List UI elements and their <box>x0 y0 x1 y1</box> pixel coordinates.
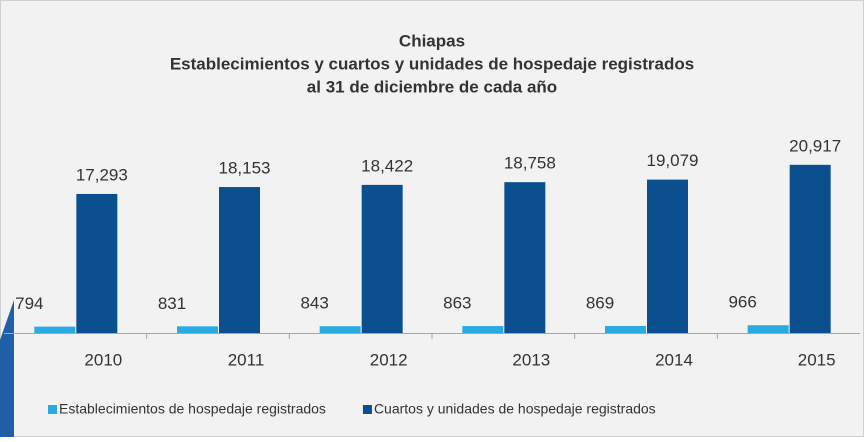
bar <box>34 326 76 333</box>
data-label: 843 <box>300 294 328 313</box>
bar <box>319 326 361 333</box>
data-label: 869 <box>586 293 614 312</box>
bar <box>605 326 646 333</box>
data-label: 794 <box>15 294 43 313</box>
chart-title: Chiapas <box>399 31 465 50</box>
legend-swatch <box>362 405 372 414</box>
legend-label: Cuartos y unidades de hospedaje registra… <box>374 401 656 417</box>
legend-label: Establecimientos de hospedaje registrado… <box>59 401 326 417</box>
bar <box>76 193 118 333</box>
chart-title: al 31 de diciembre de cada año <box>307 77 557 96</box>
bar <box>647 179 688 333</box>
bar <box>177 326 218 333</box>
data-label: 19,079 <box>647 151 699 170</box>
x-tick-label: 2010 <box>84 350 122 369</box>
bar <box>219 187 260 333</box>
x-tick-label: 2015 <box>798 350 836 369</box>
data-label: 18,422 <box>361 156 413 175</box>
x-tick-label: 2012 <box>370 350 408 369</box>
chart-title: Establecimientos y cuartos y unidades de… <box>170 54 694 73</box>
bar <box>789 164 831 333</box>
bar <box>462 326 504 333</box>
bar <box>504 182 546 333</box>
data-label: 20,917 <box>789 136 841 155</box>
data-label: 831 <box>158 294 186 313</box>
data-label: 863 <box>443 294 471 313</box>
x-tick-label: 2014 <box>655 350 693 369</box>
data-label: 18,758 <box>504 154 556 173</box>
data-label: 17,293 <box>76 165 128 184</box>
bar <box>361 184 403 333</box>
x-tick-label: 2013 <box>512 350 550 369</box>
data-label: 966 <box>728 293 756 312</box>
data-label: 18,153 <box>219 159 271 178</box>
decoration <box>0 300 14 437</box>
bar <box>747 325 789 333</box>
x-tick-label: 2011 <box>228 350 265 369</box>
legend-swatch <box>48 405 57 414</box>
